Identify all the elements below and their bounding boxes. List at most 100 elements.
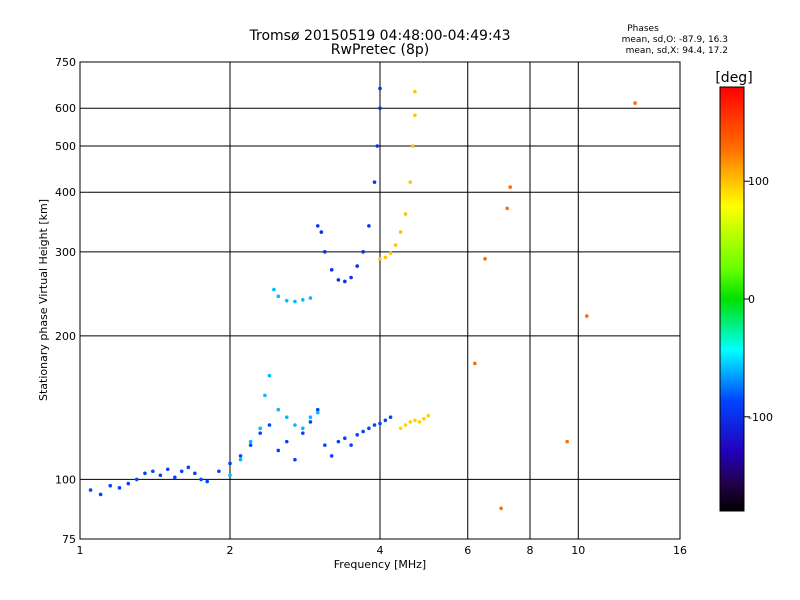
data-point [372,423,377,427]
data-point [308,415,313,420]
data-point [186,465,191,470]
data-point [499,506,503,511]
data-point [217,469,221,474]
y-axis-label: Stationary phase Virtual Height [km] [37,199,50,401]
x-tick-label: 6 [464,544,471,557]
data-point [258,426,263,431]
data-point [143,471,147,476]
data-point [383,255,388,260]
data-point [355,433,359,437]
data-point [413,89,417,94]
data-point [378,106,382,111]
data-point [483,257,487,261]
data-point [276,448,281,453]
y-axis-ticks: 75 100 200 300 400 500 600 750 [55,56,76,546]
colorbar-gradient [720,87,744,511]
data-point [248,443,253,447]
data-point [267,373,272,378]
data-point [417,420,422,424]
data-point [205,479,209,484]
data-point [88,488,93,492]
data-point [355,264,359,268]
data-point [367,224,371,228]
data-point [403,212,408,216]
data-point [378,421,382,426]
colorbar: [deg] 100 0 -100 [715,70,773,512]
chart-subtitle: RwPretec (8p) [331,42,429,58]
data-point [117,486,122,490]
data-point [565,439,569,444]
data-point [343,279,347,284]
colorbar-tick-label: 100 [748,175,769,188]
data-point [319,230,324,234]
data-point [378,86,382,91]
data-point [413,418,417,423]
data-point [151,469,155,474]
data-point [508,185,512,189]
data-point [193,471,197,476]
x-axis-label: Frequency [MHz] [334,558,426,571]
y-tick-label: 400 [55,186,76,199]
data-point [315,410,320,415]
data-point [349,275,353,280]
data-point [323,250,327,254]
data-point [323,443,327,447]
data-point [408,180,413,184]
data-point [349,443,353,447]
phase-stats-x-mode: mean, sd,X: 94.4, 17.2 [626,46,728,56]
data-point [293,423,297,427]
data-point [199,477,203,482]
data-point [276,294,281,299]
data-point [383,418,388,423]
data-point [336,439,341,444]
data-point [308,296,313,300]
x-tick-label: 8 [527,544,534,557]
grid [80,62,680,539]
data-point [134,477,139,482]
data-point [367,426,371,431]
x-tick-label: 16 [673,544,687,557]
data-point [361,250,365,254]
chart-title: Tromsø 20150519 04:48:00-04:49:43 [249,28,511,44]
data-point [126,481,131,486]
data-point [179,469,184,474]
data-points [88,86,637,511]
data-point [267,423,272,427]
colorbar-label: [deg] [715,70,752,86]
data-point [403,423,408,427]
data-point [301,431,305,435]
data-point [284,298,289,303]
data-point [238,454,243,458]
data-point [228,473,232,478]
data-point [315,224,320,228]
y-tick-label: 750 [55,56,76,69]
x-tick-label: 4 [377,544,384,557]
data-point [398,426,403,431]
data-point [329,268,334,272]
phase-stats-heading: Phases [627,24,659,34]
x-axis-ticks: 1 2 4 6 8 10 16 [77,544,688,557]
data-point [426,413,431,418]
y-tick-label: 200 [55,330,76,343]
data-point [293,299,297,304]
data-point [301,426,305,431]
data-point [165,467,170,472]
data-point [361,429,365,434]
data-point [375,144,380,148]
data-point [336,278,341,282]
data-point [258,431,263,435]
data-point [343,436,347,441]
colorbar-ticks: 100 0 -100 [744,175,773,424]
y-tick-label: 500 [55,140,76,153]
data-point [473,361,477,366]
data-point [378,257,382,261]
data-point [388,415,393,420]
phase-stats-o-mode: mean, sd,O: -87.9, 16.3 [622,35,728,45]
data-point [422,416,426,421]
data-point [388,251,393,256]
data-point [315,407,320,412]
data-point [284,439,289,444]
data-point [301,297,305,302]
data-point [173,475,177,480]
data-point [308,420,313,424]
